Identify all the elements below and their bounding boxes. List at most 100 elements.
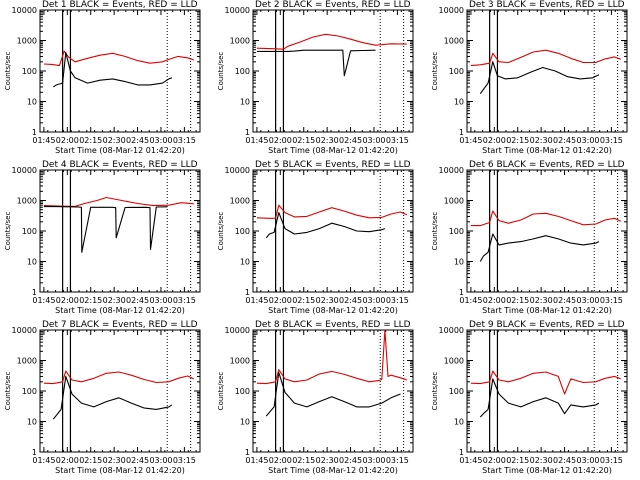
panel-det-6: Det 6 BLACK = Events, RED = LLD 1 10 100 100… <box>431 160 628 315</box>
x-tick-label: 02:15 <box>506 296 529 305</box>
x-tick-label: 03:15 <box>386 296 409 305</box>
x-tick-label: 02:00 <box>269 456 292 465</box>
y-tick-label: 1 <box>245 288 250 297</box>
plot-frame <box>252 329 414 453</box>
x-tick-label: 02:30 <box>530 136 553 145</box>
y-tick-label: 100 <box>449 387 464 396</box>
lld-series-line <box>470 370 622 395</box>
x-tick-label: 02:00 <box>269 296 292 305</box>
x-tick-label: 03:00 <box>149 456 172 465</box>
panel-det-7: Det 7 BLACK = Events, RED = LLD 1 10 100 100… <box>4 320 201 475</box>
y-tick-label: 1 <box>32 288 37 297</box>
x-tick-label: 02:45 <box>339 456 362 465</box>
x-tick-label: 03:00 <box>149 296 172 305</box>
panel-title: Det 6 BLACK = Events, RED = LLD <box>469 160 625 170</box>
y-tick-label: 10 <box>27 418 37 427</box>
events-series-line <box>479 233 600 262</box>
x-tick-label: 02:45 <box>126 296 149 305</box>
events-series-line <box>52 375 173 420</box>
x-axis-label: Start Time (08-Mar-12 01:42:20) <box>55 146 185 155</box>
x-tick-label: 02:45 <box>126 456 149 465</box>
y-tick-label: 10000 <box>225 166 250 175</box>
x-tick-label: 01:45 <box>459 456 482 465</box>
events-series-line <box>43 206 168 253</box>
y-axis-label: Counts/sec <box>217 372 225 411</box>
lld-series-line <box>470 210 622 227</box>
y-tick-label: 1000 <box>444 357 464 366</box>
x-tick-label: 02:00 <box>56 136 79 145</box>
y-axis-label: Counts/sec <box>217 212 225 251</box>
x-tick-label: 02:45 <box>339 296 362 305</box>
x-tick-label: 02:30 <box>316 136 339 145</box>
y-tick-label: 10000 <box>225 6 250 15</box>
panel-det-3: Det 3 BLACK = Events, RED = LLD 1 10 100 100… <box>431 0 628 155</box>
x-tick-label: 02:00 <box>483 456 506 465</box>
x-axis-label: Start Time (08-Mar-12 01:42:20) <box>55 466 185 475</box>
x-tick-label: 03:15 <box>173 136 196 145</box>
y-tick-label: 100 <box>235 227 250 236</box>
x-tick-label: 03:00 <box>576 296 599 305</box>
y-tick-label: 1 <box>459 448 464 457</box>
x-tick-label: 02:00 <box>483 136 506 145</box>
x-tick-label: 03:00 <box>362 136 385 145</box>
x-tick-label: 02:45 <box>339 136 362 145</box>
x-axis-label: Start Time (08-Mar-12 01:42:20) <box>55 306 185 315</box>
x-tick-label: 03:15 <box>386 456 409 465</box>
y-tick-label: 10000 <box>12 6 37 15</box>
x-tick-label: 03:15 <box>173 456 196 465</box>
plot-frame <box>252 9 414 133</box>
y-axis-label: Counts/sec <box>4 52 12 91</box>
x-tick-label: 02:45 <box>126 136 149 145</box>
y-tick-label: 10 <box>454 418 464 427</box>
x-tick-label: 02:00 <box>56 456 79 465</box>
x-tick-label: 02:30 <box>316 296 339 305</box>
y-tick-label: 1 <box>32 448 37 457</box>
panel-det-5: Det 5 BLACK = Events, RED = LLD 1 10 100 100… <box>217 160 414 315</box>
panel-title: Det 9 BLACK = Events, RED = LLD <box>469 320 625 330</box>
lld-series-line <box>43 196 194 207</box>
x-axis-label: Start Time (08-Mar-12 01:42:20) <box>482 306 612 315</box>
y-tick-label: 10 <box>454 98 464 107</box>
x-axis-label: Start Time (08-Mar-12 01:42:20) <box>482 146 612 155</box>
x-tick-label: 02:45 <box>553 456 576 465</box>
lld-series-line <box>256 204 408 219</box>
y-tick-label: 100 <box>235 387 250 396</box>
y-tick-label: 10000 <box>439 166 464 175</box>
y-tick-label: 1 <box>245 448 250 457</box>
x-tick-label: 03:15 <box>386 136 409 145</box>
y-tick-label: 1000 <box>230 357 250 366</box>
y-tick-label: 1000 <box>17 37 37 46</box>
x-tick-label: 02:00 <box>483 296 506 305</box>
y-axis-label: Counts/sec <box>431 212 439 251</box>
panel-title: Det 2 BLACK = Events, RED = LLD <box>255 0 411 10</box>
x-tick-label: 02:15 <box>79 136 102 145</box>
y-tick-label: 10000 <box>439 326 464 335</box>
x-tick-label: 03:00 <box>362 296 385 305</box>
x-axis-label: Start Time (08-Mar-12 01:42:20) <box>268 466 398 475</box>
y-tick-label: 10 <box>240 418 250 427</box>
panel-title: Det 8 BLACK = Events, RED = LLD <box>255 320 411 330</box>
panel-det-8: Det 8 BLACK = Events, RED = LLD 1 10 100 100… <box>217 320 414 475</box>
y-tick-label: 100 <box>22 227 37 236</box>
x-tick-label: 01:45 <box>245 296 268 305</box>
y-tick-label: 10 <box>27 98 37 107</box>
x-tick-label: 02:15 <box>292 456 315 465</box>
lld-series-line <box>256 329 407 385</box>
y-axis-label: Counts/sec <box>431 372 439 411</box>
x-tick-label: 03:15 <box>173 296 196 305</box>
events-series-line <box>53 52 173 88</box>
x-tick-label: 02:15 <box>292 296 315 305</box>
y-tick-label: 100 <box>449 67 464 76</box>
x-tick-label: 03:15 <box>600 296 623 305</box>
y-tick-label: 100 <box>22 387 37 396</box>
events-series-line <box>265 372 401 417</box>
x-tick-label: 01:45 <box>245 136 268 145</box>
x-tick-label: 02:30 <box>103 456 126 465</box>
y-axis-label: Counts/sec <box>4 212 12 251</box>
events-series-line <box>479 378 600 418</box>
y-tick-label: 10 <box>240 258 250 267</box>
x-tick-label: 02:30 <box>530 296 553 305</box>
panel-title: Det 3 BLACK = Events, RED = LLD <box>469 0 625 10</box>
y-tick-label: 1 <box>459 288 464 297</box>
